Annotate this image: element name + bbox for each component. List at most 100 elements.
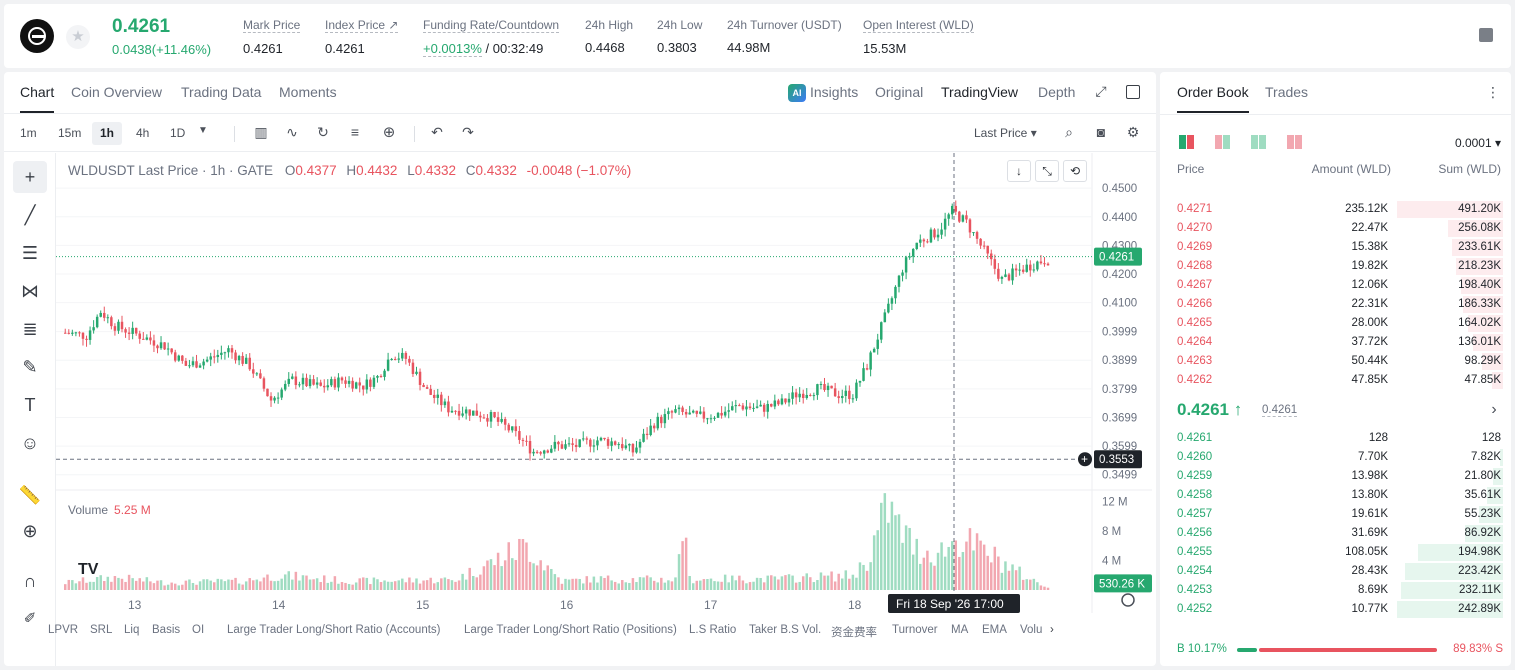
chevron-right-icon[interactable]: › (1050, 624, 1054, 636)
crosshair-icon[interactable]: + (13, 161, 47, 193)
timeframe-4h[interactable]: 4h (136, 126, 150, 140)
ask-row[interactable]: 0.4264 37.72K 136.01K (1160, 333, 1511, 352)
tab-trading-data[interactable]: Trading Data (181, 84, 262, 100)
collapse-icon[interactable]: ⤡ (1035, 160, 1059, 182)
fib-retracement-icon[interactable]: ≣ (22, 319, 38, 339)
indicator-large-trader-positions[interactable]: Large Trader Long/Short Ratio (Positions… (464, 624, 677, 636)
view-sells-icon[interactable] (1287, 135, 1303, 149)
indicator-ls-ratio[interactable]: L.S Ratio (689, 624, 737, 636)
candle-body (589, 439, 592, 447)
tab-trades[interactable]: Trades (1265, 84, 1309, 100)
tab-insights[interactable]: Insights (810, 84, 859, 100)
replay-icon[interactable]: ↻ (317, 124, 329, 140)
camera-icon[interactable]: ◙ (1096, 124, 1106, 140)
volume-bar (291, 579, 294, 590)
volume-bar (603, 577, 606, 590)
indicator-oi[interactable]: OI (192, 624, 205, 636)
tab-original[interactable]: Original (875, 84, 924, 100)
volume-bar (599, 576, 603, 590)
timeframe-1d[interactable]: 1D (170, 126, 186, 140)
search-icon[interactable]: ⌕ (1065, 124, 1073, 140)
emoji-icon[interactable]: ☺ (20, 433, 40, 453)
candle-body (85, 338, 88, 340)
bid-row[interactable]: 0.4254 28.43K 223.42K (1160, 562, 1511, 581)
magnet-icon[interactable]: ∩ (23, 571, 37, 591)
stat-label[interactable]: Index Price ↗ (325, 18, 399, 33)
indicator-lpvr[interactable]: LPVR (48, 624, 79, 636)
timeframe-dropdown-icon[interactable]: ▼ (198, 125, 208, 136)
chevron-right-icon[interactable]: › (1491, 401, 1497, 418)
view-both-icon[interactable] (1179, 135, 1195, 149)
indicator-basis[interactable]: Basis (152, 624, 181, 636)
contract-info-icon[interactable] (1479, 28, 1493, 42)
expand-icon[interactable]: ⤢ (1095, 83, 1107, 99)
axis-settings-icon[interactable] (1121, 593, 1135, 607)
stat-label[interactable]: Open Interest (WLD) (863, 18, 974, 33)
brush-icon[interactable]: ✎ (22, 357, 38, 377)
tab-order-book[interactable]: Order Book (1177, 84, 1249, 113)
indicator-ma[interactable]: MA (951, 624, 969, 636)
ask-row[interactable]: 0.4269 15.38K 233.61K (1160, 238, 1511, 257)
zoom-in-icon[interactable]: ⊕ (22, 521, 38, 541)
bid-row[interactable]: 0.4255 108.05K 194.98K (1160, 543, 1511, 562)
tab-chart[interactable]: Chart (20, 84, 55, 113)
pattern-icon[interactable]: ⋈ (21, 281, 39, 301)
candle-type-icon[interactable]: ▥ (254, 124, 268, 140)
ask-row[interactable]: 0.4262 47.85K 47.85K (1160, 371, 1511, 390)
ask-row[interactable]: 0.4266 22.31K 186.33K (1160, 295, 1511, 314)
indicator-srl[interactable]: SRL (90, 624, 113, 636)
bid-row[interactable]: 0.4260 7.70K 7.82K (1160, 448, 1511, 467)
indicators-icon[interactable]: ∿ (286, 124, 298, 140)
ask-row[interactable]: 0.4271 235.12K 491.20K (1160, 200, 1511, 219)
bid-row[interactable]: 0.4252 10.77K 242.89K (1160, 600, 1511, 619)
bid-row[interactable]: 0.4253 8.69K 232.11K (1160, 581, 1511, 600)
templates-icon[interactable]: ≡ (350, 124, 360, 140)
trendline-icon[interactable]: ╱ (24, 205, 36, 225)
indicator-taker-bs-vol[interactable]: Taker B.S Vol. (749, 624, 822, 636)
timeframe-15m[interactable]: 15m (58, 126, 82, 140)
stat-label[interactable]: Mark Price (243, 18, 301, 33)
add-indicator-icon[interactable]: ⊕ (382, 124, 396, 141)
view-bids-icon[interactable] (1251, 135, 1267, 149)
favorite-star-icon[interactable]: ★ (66, 25, 90, 49)
tab-tradingview[interactable]: TradingView (941, 84, 1019, 100)
ask-row[interactable]: 0.4267 12.06K 198.40K (1160, 276, 1511, 295)
settings-gear-icon[interactable]: ⚙ (1126, 124, 1140, 140)
indicator-volume[interactable]: Volu (1020, 624, 1043, 636)
precision-select[interactable]: 0.0001 ▾ (1454, 136, 1501, 150)
bid-row[interactable]: 0.4261 128 128 (1160, 429, 1511, 448)
scroll-down-icon[interactable]: ↓ (1007, 160, 1031, 182)
indicator-funding-rate[interactable]: 资金费率 (831, 627, 877, 639)
stat-label[interactable]: Funding Rate/Countdown (423, 18, 560, 33)
crosshair-add-icon[interactable] (1078, 452, 1092, 467)
ask-row[interactable]: 0.4270 22.47K 256.08K (1160, 219, 1511, 238)
horizontal-lines-icon[interactable]: ☰ (21, 243, 39, 263)
timeframe-1h[interactable]: 1h (92, 122, 123, 145)
redo-icon[interactable]: ↷ (462, 124, 474, 140)
indicator-turnover[interactable]: Turnover (892, 624, 938, 636)
indicator-ema[interactable]: EMA (982, 624, 1007, 636)
timeframe-1m[interactable]: 1m (20, 126, 37, 140)
lock-drawing-icon[interactable]: ✐ (23, 610, 37, 627)
price-chart[interactable]: 0.45000.44000.43000.42000.41000.39990.38… (56, 153, 1156, 613)
price-type-select[interactable]: Last Price ▾ (974, 126, 1037, 140)
ask-row[interactable]: 0.4268 19.82K 218.23K (1160, 257, 1511, 276)
bid-row[interactable]: 0.4258 13.80K 35.61K (1160, 486, 1511, 505)
ask-row[interactable]: 0.4265 28.00K 164.02K (1160, 314, 1511, 333)
layout-icon[interactable] (1126, 85, 1140, 99)
reset-chart-icon[interactable]: ⟲ (1063, 160, 1087, 182)
ask-row[interactable]: 0.4263 50.44K 98.29K (1160, 352, 1511, 371)
ruler-icon[interactable]: 📏 (18, 485, 42, 505)
tab-moments[interactable]: Moments (279, 84, 337, 100)
bid-row[interactable]: 0.4259 13.98K 21.80K (1160, 467, 1511, 486)
text-tool-icon[interactable]: T (24, 395, 36, 415)
indicator-large-trader-accounts[interactable]: Large Trader Long/Short Ratio (Accounts) (227, 624, 441, 636)
undo-icon[interactable]: ↶ (431, 124, 443, 140)
view-asks-icon[interactable] (1215, 135, 1231, 149)
indicator-liq[interactable]: Liq (124, 624, 140, 636)
more-options-icon[interactable]: ⋮ (1486, 84, 1500, 100)
tab-coin-overview[interactable]: Coin Overview (71, 84, 163, 100)
bid-row[interactable]: 0.4256 31.69K 86.92K (1160, 524, 1511, 543)
tab-depth[interactable]: Depth (1038, 84, 1076, 100)
bid-row[interactable]: 0.4257 19.61K 55.23K (1160, 505, 1511, 524)
